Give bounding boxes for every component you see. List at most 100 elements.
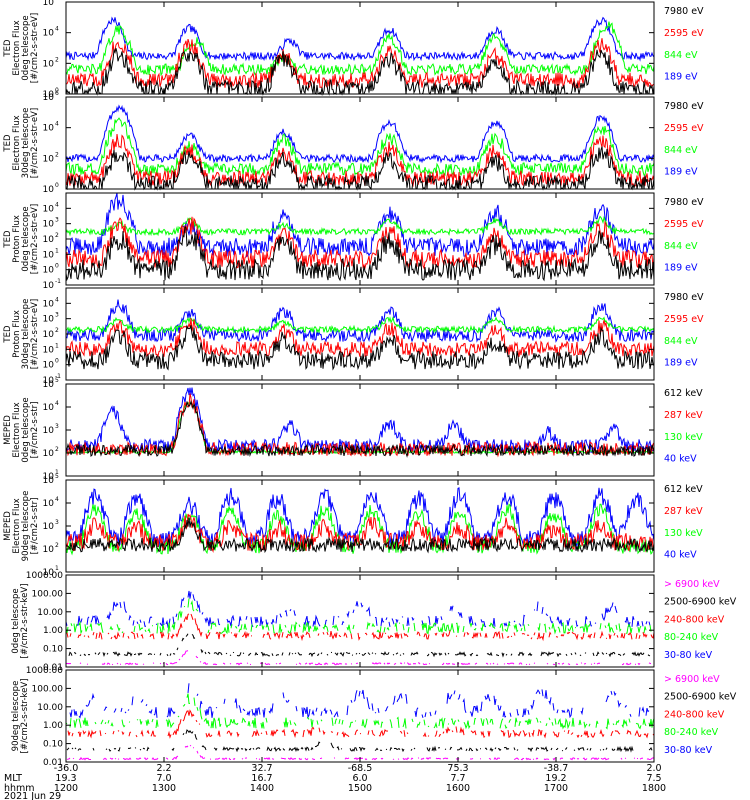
legend-entry: 2500-6900 keV	[664, 692, 737, 703]
series-30-80-kev	[66, 591, 654, 627]
legend-entry: 240-800 keV	[664, 709, 725, 720]
series--6900-kev	[65, 650, 652, 666]
series-40-kev	[65, 387, 655, 455]
y-axis-label: Proton Flux	[12, 310, 22, 358]
y-tick-exponent: 3	[55, 312, 59, 319]
y-axis-label: 0deg telescope	[21, 15, 31, 80]
y-tick-label: 10	[43, 361, 55, 371]
y-tick-exponent: 0	[55, 263, 59, 270]
y-axis-label: TED	[3, 134, 13, 153]
y-tick-label: 10	[43, 266, 55, 276]
y-tick-exponent: 2	[55, 542, 59, 549]
series-2595-ev	[65, 38, 655, 89]
legend-entry: 844 eV	[664, 145, 698, 156]
y-axis-label: TED	[3, 39, 13, 58]
y-tick-exponent: 5	[55, 473, 59, 480]
y-tick-label: 0.01	[43, 663, 63, 673]
x-tick-label: 16.7	[251, 773, 272, 784]
y-tick-exponent: 0	[55, 358, 59, 365]
y-axis-label: MEPED	[3, 511, 13, 541]
y-tick-exponent: 4	[55, 26, 59, 33]
y-tick-exponent: 2	[55, 446, 59, 453]
y-tick-exponent: 2	[55, 327, 59, 334]
y-tick-exponent: 1	[55, 469, 59, 476]
y-tick-label: 10	[43, 545, 55, 555]
series-30-80-kev	[70, 683, 652, 718]
legend-entry: 80-240 keV	[664, 727, 719, 738]
x-axis-row-name: MLT	[4, 773, 22, 784]
x-tick-label: -38.7	[544, 763, 569, 774]
y-tick-exponent: 3	[55, 519, 59, 526]
y-tick-label: 10	[43, 299, 55, 309]
y-tick-exponent: 4	[55, 201, 59, 208]
series-2500-6900-kev	[69, 634, 654, 656]
y-tick-label: 10	[43, 281, 55, 291]
y-tick-label: 0.01	[43, 758, 63, 768]
panel-meped-p-0: 0.01 0.10 1.00 10.00 100.00 1000.00 0deg teles…	[11, 571, 737, 673]
y-tick-exponent: 0	[55, 182, 59, 189]
y-tick-label: 10	[43, 154, 55, 164]
legend-entry: 287 keV	[664, 410, 703, 421]
legend-entry: 40 keV	[664, 454, 697, 465]
legend-entry: 189 eV	[664, 263, 698, 274]
y-tick-exponent: 2	[55, 56, 59, 63]
legend-entry: 7980 eV	[664, 101, 704, 112]
series-612-kev	[65, 399, 655, 458]
y-axis-label: [#/cm2-s-str-eV]	[30, 108, 40, 178]
y-axis-label: Electron Flux	[12, 115, 22, 170]
y-tick-exponent: 0	[55, 87, 59, 94]
legend-entry: 7980 eV	[664, 6, 704, 17]
y-axis-label: Electron Flux	[12, 498, 22, 553]
y-axis-label: 30deg telescope	[21, 108, 31, 179]
y-tick-label: 10	[43, 499, 55, 509]
x-tick-label: 7.0	[156, 773, 171, 784]
y-tick-exponent: 2	[55, 232, 59, 239]
y-tick-exponent: 1	[55, 565, 59, 572]
y-tick-label: 10	[43, 0, 55, 8]
legend-entry: 130 keV	[664, 528, 703, 539]
legend-entry: 189 eV	[664, 358, 698, 369]
panel-frame	[65, 383, 655, 477]
y-tick-exponent: 4	[55, 296, 59, 303]
legend-entry: 130 keV	[664, 432, 703, 443]
y-tick-label: 10	[43, 59, 55, 69]
x-tick-label: -36.0	[54, 763, 79, 774]
x-tick-label: 1500	[348, 783, 372, 794]
legend-entry: 844 eV	[664, 336, 698, 347]
y-tick-exponent: 4	[55, 400, 59, 407]
y-tick-exponent: -1	[55, 373, 61, 380]
legend-entry: 240-800 keV	[664, 614, 725, 625]
series-2595-ev	[65, 216, 655, 270]
y-tick-exponent: 4	[55, 121, 59, 128]
legend-entry: 2595 eV	[664, 28, 704, 39]
x-tick-label: 1400	[250, 783, 274, 794]
legend-entry: 2500-6900 keV	[664, 597, 737, 608]
y-tick-label: 0.10	[43, 740, 63, 750]
y-tick-exponent: 4	[55, 496, 59, 503]
legend-entry: 2595 eV	[664, 123, 704, 134]
y-tick-label: 10.00	[37, 608, 63, 618]
legend-entry: 612 keV	[664, 484, 703, 495]
y-tick-label: 10	[43, 403, 55, 413]
series-7980-ev	[65, 324, 655, 371]
series-189-ev	[65, 104, 655, 164]
y-axis-label: TED	[3, 325, 13, 344]
legend-entry: > 6900 keV	[664, 579, 720, 590]
series-2500-6900-kev	[66, 729, 653, 753]
series-80-240-kev	[65, 598, 652, 635]
y-tick-label: 10	[43, 449, 55, 459]
y-tick-label: 10	[43, 568, 55, 578]
y-tick-label: 10	[43, 220, 55, 230]
series--6900-kev	[66, 744, 655, 761]
legend-entry: 844 eV	[664, 50, 698, 61]
series-287-kev	[65, 393, 655, 458]
y-axis-label: 30deg telescope	[21, 299, 31, 370]
series-80-240-kev	[65, 693, 655, 730]
y-tick-exponent: 1	[55, 247, 59, 254]
y-tick-label: 10	[43, 345, 55, 355]
legend-entry: > 6900 keV	[664, 674, 720, 685]
